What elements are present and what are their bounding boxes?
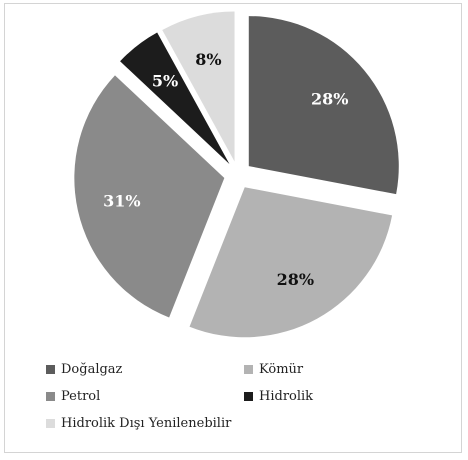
slice-label-petrol: 31% [103,191,140,210]
pie-slice-komur [189,187,393,338]
pie-slice-dogalgaz [248,16,399,195]
legend-label-komur: Kömür [259,362,304,377]
pie-slice-hidrolik-disi [162,11,235,162]
slice-label-hidrolik: 5% [152,71,178,90]
legend-label-hidrolik: Hidrolik [259,389,314,404]
legend-swatch-hidrolik-disi [46,419,55,428]
legend-label-dogalgaz: Doğalgaz [61,362,123,377]
pie-slice-hidrolik [120,32,230,164]
legend-item-dogalgaz: Doğalgaz [46,362,122,377]
legend-item-hidrolik-disi: Hidrolik Dışı Yenilenebilir [46,416,231,431]
pie-slice-petrol [74,75,225,318]
slice-label-hidrolik-disi: 8% [195,50,221,69]
legend-swatch-dogalgaz [46,365,55,374]
slice-label-komur: 28% [277,270,314,289]
legend-item-petrol: Petrol [46,389,100,404]
legend-item-hidrolik: Hidrolik [244,389,313,404]
legend-label-petrol: Petrol [61,389,101,404]
legend-item-komur: Kömür [244,362,303,377]
slice-label-dogalgaz: 28% [311,90,348,109]
legend-swatch-hidrolik [244,392,253,401]
legend-label-hidrolik-disi: Hidrolik Dışı Yenilenebilir [61,416,232,431]
legend-swatch-komur [244,365,253,374]
legend-swatch-petrol [46,392,55,401]
